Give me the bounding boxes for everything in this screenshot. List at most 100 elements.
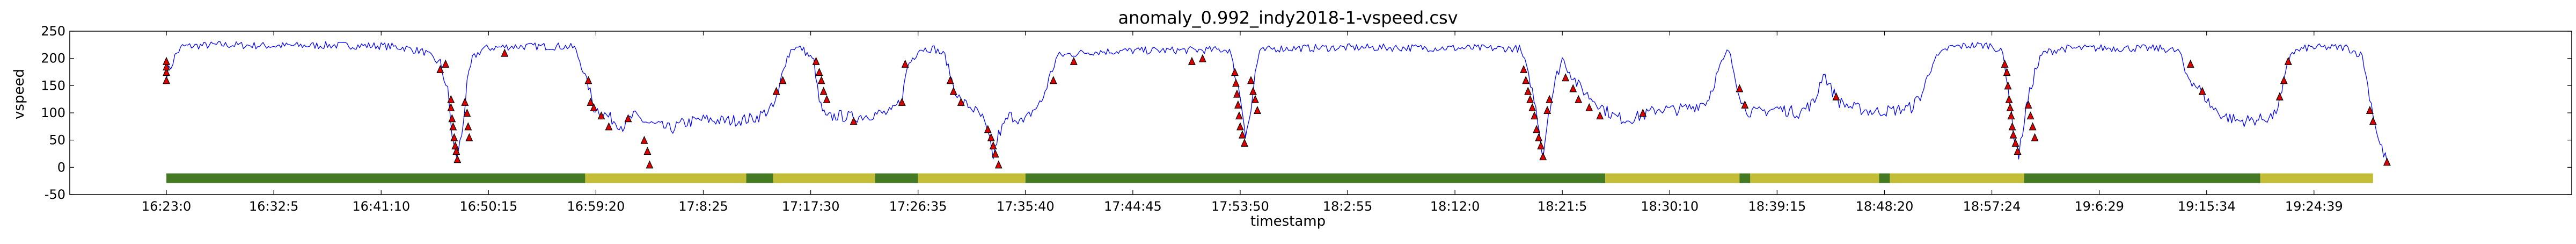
- anomaly-marker: [1526, 95, 1534, 103]
- anomaly-marker: [819, 87, 828, 95]
- anomaly-marker: [1539, 152, 1547, 161]
- anomaly-marker: [2280, 76, 2288, 84]
- anomaly-marker: [464, 122, 472, 131]
- anomaly-marker: [957, 97, 965, 106]
- x-tick-label: 19:24:39: [2285, 199, 2343, 214]
- state-segment-11: [1890, 173, 2024, 183]
- state-segment-2: [746, 173, 773, 183]
- chart-title: anomaly_0.992_indy2018-1-vspeed.csv: [1118, 8, 1458, 28]
- x-tick-label: 17:35:40: [997, 199, 1055, 214]
- x-tick-label: 18:12:0: [1430, 199, 1480, 214]
- anomaly-marker: [624, 114, 632, 123]
- anomaly-marker: [1537, 141, 1545, 149]
- anomaly-marker: [1585, 103, 1593, 111]
- anomaly-marker: [1236, 122, 1244, 131]
- anomaly-marker: [949, 87, 957, 95]
- anomaly-marker: [2004, 81, 2012, 90]
- state-segment-4: [875, 173, 918, 183]
- anomaly-marker: [163, 62, 171, 70]
- anomaly-marker: [772, 87, 780, 95]
- anomaly-marker: [2001, 59, 2009, 68]
- anomaly-marker: [448, 114, 456, 123]
- anomaly-marker: [2366, 106, 2374, 114]
- state-segment-6: [1025, 173, 1606, 183]
- y-tick-label: -50: [45, 187, 65, 202]
- x-tick-label: 17:8:25: [678, 199, 728, 214]
- anomaly-marker: [2006, 103, 2014, 111]
- anomaly-marker: [2011, 138, 2019, 147]
- anomaly-marker: [812, 56, 820, 65]
- anomaly-marker: [901, 59, 909, 68]
- anomaly-marker: [817, 76, 825, 84]
- anomaly-marker: [1188, 56, 1196, 65]
- plot-area: -50 0 50 100 150 200 250 16:23:0 16:32:5 16:41:10…: [41, 24, 2572, 214]
- anomaly-marker: [850, 117, 858, 125]
- anomaly-marker: [436, 65, 444, 74]
- state-segment-5: [918, 173, 1026, 183]
- anomaly-marker: [823, 95, 831, 103]
- anomaly-marker: [1254, 106, 1261, 114]
- x-tick-label: 17:53:50: [1211, 199, 1269, 214]
- anomaly-marker: [584, 76, 592, 84]
- anomaly-marker: [1528, 103, 1536, 111]
- anomaly-marker: [2284, 56, 2292, 65]
- anomaly-marker: [2005, 95, 2013, 103]
- x-tick-label: 17:44:45: [1104, 199, 1162, 214]
- anomaly-marker: [989, 141, 997, 149]
- anomaly-marker: [447, 95, 455, 103]
- anomaly-marker: [1233, 89, 1241, 98]
- anomaly-marker: [163, 56, 171, 65]
- y-axis-label: vspeed: [11, 69, 27, 119]
- anomaly-marker: [442, 59, 450, 68]
- anomaly-marker: [1249, 87, 1257, 95]
- anomaly-marker: [451, 141, 459, 149]
- anomaly-marker: [1522, 76, 1530, 84]
- x-tick-label: 18:57:24: [1963, 199, 2021, 214]
- y-tick-label: 150: [41, 78, 65, 93]
- x-tick-label: 18:48:20: [1856, 199, 1914, 214]
- anomaly-marker: [597, 111, 605, 120]
- anomaly-marker: [453, 155, 462, 163]
- anomaly-marker: [2003, 68, 2011, 76]
- y-tick-label: 50: [49, 133, 65, 148]
- anomaly-marker: [1198, 54, 1206, 62]
- anomaly-marker: [1596, 111, 1604, 120]
- anomaly-marker: [1533, 125, 1541, 133]
- anomaly-marker: [2198, 87, 2206, 95]
- anomaly-marker: [898, 97, 906, 106]
- anomaly-marker: [1832, 92, 1840, 101]
- anomaly-marker: [1543, 106, 1552, 114]
- state-segment-9: [1750, 173, 1879, 183]
- x-tick-label: 19:15:34: [2178, 199, 2236, 214]
- x-tick-label: 18:2:55: [1323, 199, 1373, 214]
- anomaly-marker: [2009, 130, 2017, 139]
- anomaly-marker: [643, 147, 652, 155]
- anomaly-marker: [163, 76, 171, 84]
- y-tick-label: 250: [41, 24, 65, 39]
- anomaly-marker: [2275, 92, 2284, 101]
- anomaly-marker: [1535, 133, 1543, 141]
- anomaly-marker: [2014, 147, 2022, 155]
- y-tick-label: 100: [41, 105, 65, 120]
- anomaly-marker: [1639, 109, 1647, 117]
- x-tick-label: 18:21:5: [1538, 199, 1587, 214]
- anomaly-marker: [605, 122, 613, 131]
- x-tick-label: 16:50:15: [459, 199, 517, 214]
- state-segment-13: [2260, 173, 2373, 183]
- anomaly-marker: [2024, 100, 2032, 109]
- anomaly-marker: [1238, 130, 1246, 139]
- anomaly-marker: [1231, 68, 1239, 76]
- y-tick-label: 0: [57, 160, 65, 175]
- anomaly-marker: [1247, 76, 1255, 84]
- anomaly-marker: [984, 125, 992, 133]
- anomaly-marker: [1569, 84, 1577, 92]
- anomaly-marker: [590, 103, 598, 111]
- x-tick-label: 16:59:20: [567, 199, 625, 214]
- x-tick-label: 18:30:10: [1641, 199, 1699, 214]
- anomaly-marker: [1232, 78, 1240, 87]
- anomaly-marker: [1049, 76, 1057, 84]
- anomaly-marker: [1520, 65, 1528, 74]
- anomaly-marker: [1546, 95, 1554, 103]
- anomaly-marker: [815, 68, 823, 76]
